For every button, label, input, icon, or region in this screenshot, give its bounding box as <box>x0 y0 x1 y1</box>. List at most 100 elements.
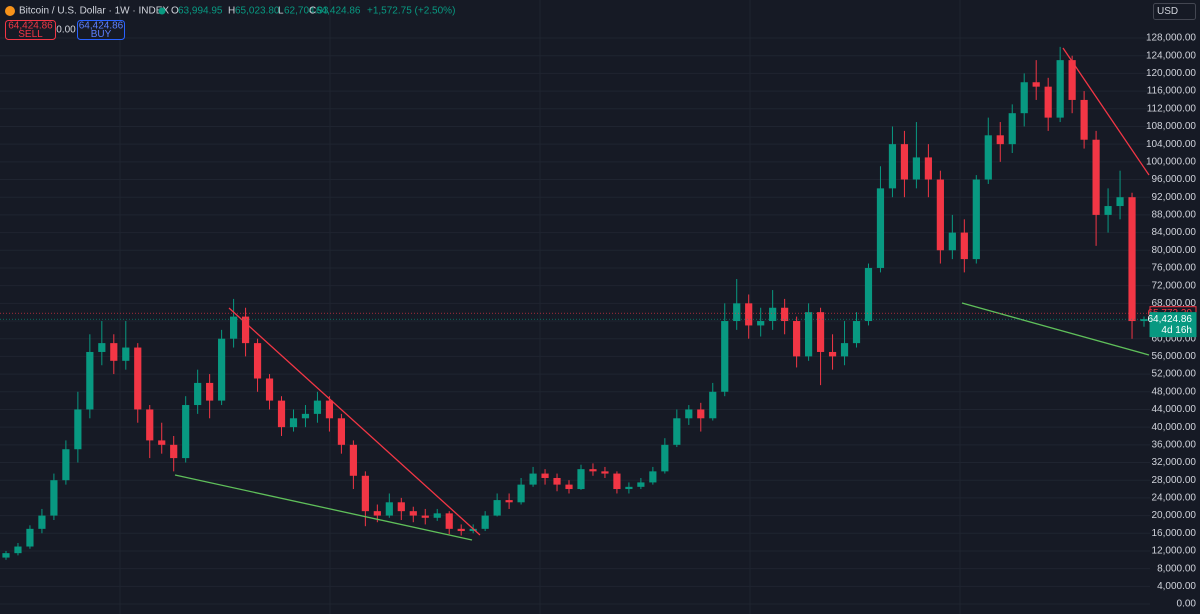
candle-body <box>337 418 345 445</box>
candle-body <box>565 484 573 490</box>
candle-body <box>86 351 94 410</box>
candle-body <box>230 316 238 339</box>
candle-body <box>589 469 597 472</box>
candle-body <box>241 316 250 344</box>
candle-body <box>685 409 693 419</box>
candle-body <box>625 486 633 490</box>
symbol-title[interactable]: Bitcoin / U.S. Dollar · 1W · INDEX <box>19 6 169 17</box>
y-tick-label: 32,000.00 <box>1152 457 1197 468</box>
sell-button-box[interactable] <box>5 20 56 40</box>
y-tick-label: 128,000.00 <box>1146 33 1196 44</box>
candle-body <box>301 413 310 419</box>
candle-body <box>984 135 992 180</box>
candle-body <box>948 232 956 251</box>
candle-body <box>170 444 178 459</box>
candle-body <box>840 343 849 357</box>
candle-body <box>996 135 1004 145</box>
candle-body <box>864 267 873 322</box>
y-tick-label: 96,000.00 <box>1152 174 1197 185</box>
candle-body <box>218 338 226 401</box>
ohlc-value: 62,704.93 <box>284 6 329 17</box>
candle-body <box>900 144 909 180</box>
price-countdown: 4d 16h <box>1161 325 1192 336</box>
currency[interactable]: USD <box>1157 6 1178 17</box>
candle-body <box>1116 197 1124 207</box>
market-status <box>158 7 166 15</box>
candle-body <box>385 502 393 516</box>
currency-box[interactable] <box>1153 3 1196 20</box>
y-tick-label: 36,000.00 <box>1152 439 1197 450</box>
candle-body <box>828 351 837 357</box>
ohlc-value: 64,424.86 <box>316 6 361 17</box>
candle-body <box>1020 82 1028 114</box>
sell-price[interactable]: 64,424.86 <box>8 21 53 32</box>
candle-body <box>182 405 190 459</box>
y-tick-label: 56,000.00 <box>1152 351 1197 362</box>
candle-body <box>74 409 82 450</box>
candle-body <box>313 400 322 414</box>
y-tick-label: 112,000.00 <box>1147 103 1197 114</box>
ohlc-label: C <box>309 6 316 17</box>
y-tick-label: 108,000.00 <box>1146 121 1196 132</box>
candle-body <box>781 307 789 322</box>
y-tick-label: 68,000.00 <box>1152 298 1197 309</box>
candle-body <box>1032 82 1040 87</box>
y-tick-label: 104,000.00 <box>1146 139 1196 150</box>
candle-body <box>277 400 286 428</box>
y-tick-label: 120,000.00 <box>1146 68 1196 79</box>
candle-body <box>805 312 813 357</box>
candle-body <box>1104 206 1112 215</box>
candle-body <box>397 502 405 512</box>
candle-body <box>709 391 717 419</box>
candle-body <box>349 444 357 476</box>
candle-body <box>924 157 932 180</box>
candle-body <box>110 343 118 361</box>
candle-body <box>26 528 34 547</box>
candle-body <box>769 307 777 322</box>
candle-body <box>289 418 298 428</box>
y-tick-label: 4,000.00 <box>1157 581 1196 592</box>
buy-label[interactable]: BUY <box>91 29 112 40</box>
ohlc-value: 65,023.80 <box>235 6 280 17</box>
candle-body <box>673 418 681 445</box>
currency-select[interactable]: USD <box>1153 3 1196 20</box>
candles <box>2 46 1148 560</box>
y-tick-label: 16,000.00 <box>1152 528 1197 539</box>
candle-body <box>14 546 22 554</box>
candle-body <box>972 179 980 260</box>
candle-body <box>265 378 274 401</box>
sell-button[interactable]: 64,424.86 SELL <box>5 20 56 41</box>
candle-body <box>745 303 753 326</box>
candle-body <box>253 343 262 379</box>
candle-body <box>1140 319 1148 322</box>
y-tick-label: 40,000.00 <box>1152 422 1197 433</box>
candle-body <box>888 144 897 189</box>
buy-button-box[interactable] <box>77 20 125 40</box>
candle-body <box>325 400 334 419</box>
grid <box>0 37 1150 605</box>
y-tick-label: 48,000.00 <box>1152 386 1197 397</box>
y-tick-label: 44,000.00 <box>1152 404 1197 415</box>
candle-body <box>733 303 741 322</box>
candle-body <box>529 473 537 485</box>
y-tick-label: 0.00 <box>1177 599 1197 610</box>
y-tick-label: 84,000.00 <box>1152 227 1197 238</box>
y-tick-label: 88,000.00 <box>1152 210 1197 221</box>
candle-body <box>457 528 465 532</box>
candle-body <box>553 477 561 485</box>
candle-body <box>469 528 477 532</box>
candle-body <box>697 409 705 419</box>
candle-body <box>409 511 417 516</box>
y-tick-label: 92,000.00 <box>1152 192 1197 203</box>
buy-button[interactable]: 64,424.86 BUY <box>77 20 125 41</box>
buy-price[interactable]: 64,424.86 <box>79 21 124 32</box>
candle-body <box>481 515 489 529</box>
spread: 0.00 <box>56 25 76 36</box>
candle-body <box>793 321 801 357</box>
y-tick-label: 8,000.00 <box>1157 563 1196 574</box>
candle-body <box>50 480 58 516</box>
candle-body <box>613 473 621 490</box>
ohlc-value: 63,994.95 <box>178 6 223 17</box>
sell-label[interactable]: SELL <box>18 29 43 40</box>
candle-body <box>601 471 609 474</box>
